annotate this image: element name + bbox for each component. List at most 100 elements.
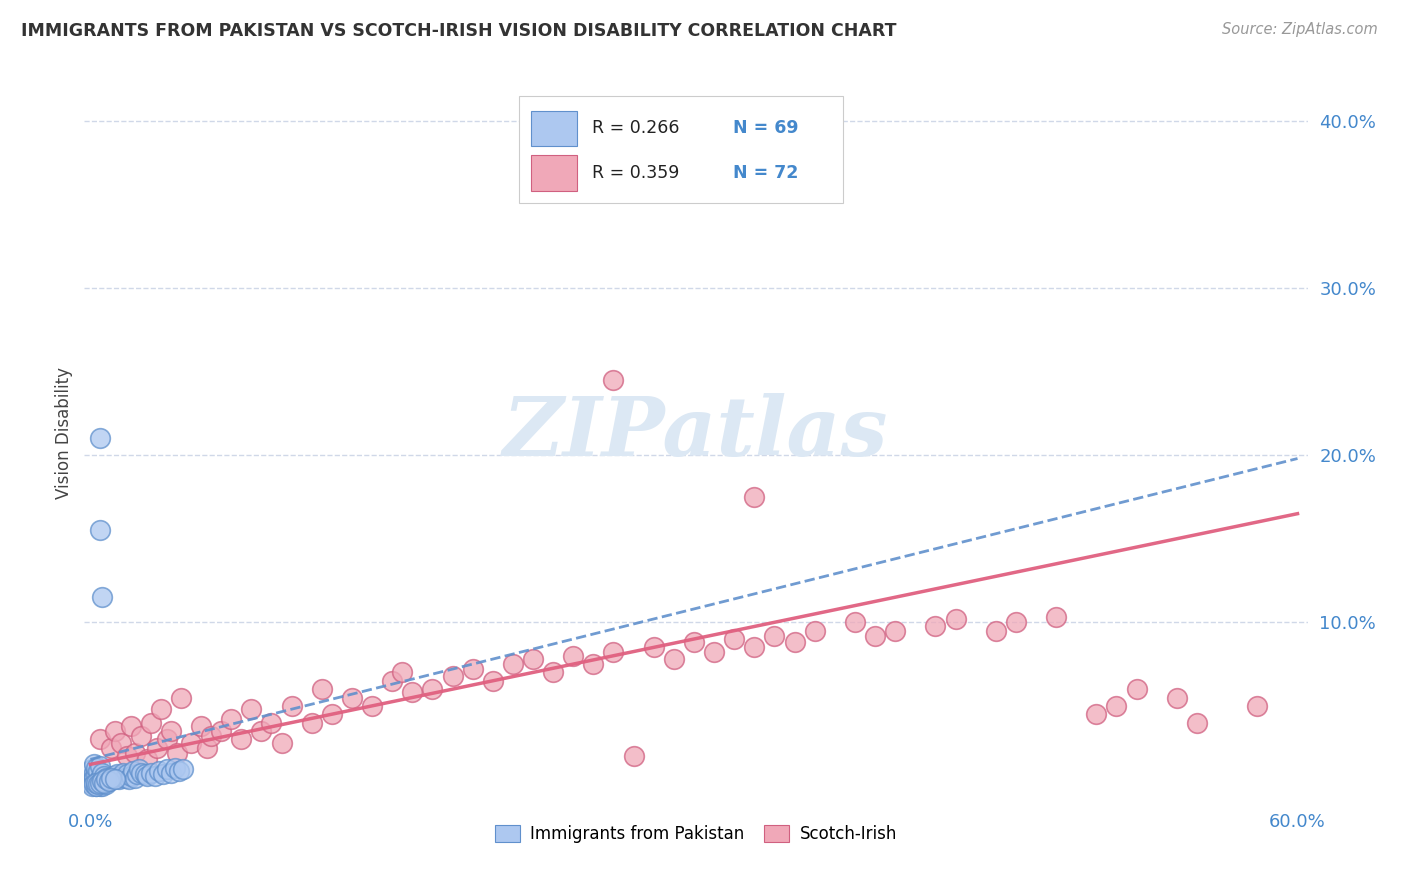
Text: N = 72: N = 72 bbox=[733, 164, 799, 182]
Point bbox=[103, 771, 125, 785]
Point bbox=[195, 740, 218, 755]
Point bbox=[1185, 715, 1208, 730]
Point bbox=[93, 776, 115, 790]
Point bbox=[156, 763, 179, 777]
Point bbox=[139, 715, 162, 730]
Text: R = 0.266: R = 0.266 bbox=[592, 120, 679, 137]
Point bbox=[125, 767, 148, 781]
Point bbox=[703, 645, 725, 659]
Point bbox=[103, 772, 125, 787]
Point bbox=[172, 763, 194, 777]
Point bbox=[83, 757, 105, 772]
Point bbox=[100, 740, 122, 755]
Point bbox=[110, 736, 132, 750]
Point bbox=[128, 763, 150, 777]
Point bbox=[301, 715, 323, 730]
Point bbox=[219, 712, 242, 726]
Point bbox=[170, 690, 193, 705]
Point bbox=[146, 740, 169, 755]
Point bbox=[723, 632, 745, 646]
Point bbox=[89, 776, 111, 790]
Point bbox=[105, 767, 128, 781]
Point bbox=[190, 719, 212, 733]
Point bbox=[89, 432, 111, 446]
Point bbox=[152, 767, 174, 781]
Point bbox=[321, 707, 343, 722]
Point bbox=[166, 746, 188, 760]
Point bbox=[502, 657, 524, 671]
Point bbox=[522, 652, 544, 666]
Point bbox=[662, 652, 685, 666]
Point bbox=[117, 772, 139, 787]
Point bbox=[160, 723, 183, 738]
Point bbox=[111, 765, 134, 780]
Point bbox=[1125, 682, 1147, 697]
Y-axis label: Vision Disability: Vision Disability bbox=[55, 367, 73, 499]
Point bbox=[82, 769, 104, 783]
Point bbox=[82, 779, 104, 793]
Point bbox=[86, 767, 108, 781]
Point bbox=[129, 729, 152, 743]
Point bbox=[763, 629, 786, 643]
Point bbox=[91, 774, 114, 789]
Point bbox=[884, 624, 907, 638]
Text: IMMIGRANTS FROM PAKISTAN VS SCOTCH-IRISH VISION DISABILITY CORRELATION CHART: IMMIGRANTS FROM PAKISTAN VS SCOTCH-IRISH… bbox=[21, 22, 897, 40]
Point bbox=[742, 640, 765, 655]
Bar bbox=[531, 111, 578, 146]
Point bbox=[1045, 610, 1067, 624]
Point bbox=[250, 723, 273, 738]
Point bbox=[89, 524, 111, 538]
Point bbox=[91, 591, 114, 605]
Point bbox=[82, 763, 104, 777]
Point bbox=[87, 777, 110, 791]
Text: Source: ZipAtlas.com: Source: ZipAtlas.com bbox=[1222, 22, 1378, 37]
Point bbox=[135, 752, 157, 766]
Point bbox=[240, 702, 263, 716]
Point bbox=[110, 769, 132, 783]
Point bbox=[97, 774, 120, 789]
Point bbox=[87, 774, 110, 789]
Point bbox=[481, 673, 503, 688]
Point bbox=[89, 771, 111, 785]
Point bbox=[1246, 698, 1268, 713]
Point bbox=[391, 665, 413, 680]
Point bbox=[156, 732, 179, 747]
Point bbox=[114, 771, 136, 785]
Point bbox=[89, 759, 111, 773]
Point bbox=[1085, 707, 1108, 722]
Point bbox=[86, 779, 108, 793]
Point bbox=[340, 690, 363, 705]
Point bbox=[742, 490, 765, 504]
Point bbox=[401, 685, 423, 699]
Point bbox=[115, 749, 138, 764]
Point bbox=[163, 761, 186, 775]
Point bbox=[120, 769, 142, 783]
Point bbox=[83, 771, 105, 785]
Point bbox=[602, 645, 624, 659]
Point bbox=[91, 779, 114, 793]
Point bbox=[103, 723, 125, 738]
FancyBboxPatch shape bbox=[519, 95, 842, 203]
Point bbox=[100, 772, 122, 787]
Text: ZIPatlas: ZIPatlas bbox=[503, 392, 889, 473]
Point bbox=[924, 618, 946, 632]
Point bbox=[280, 698, 302, 713]
Point bbox=[91, 772, 114, 787]
Point bbox=[82, 777, 104, 791]
Point bbox=[441, 669, 464, 683]
Point bbox=[96, 771, 118, 785]
Point bbox=[683, 635, 706, 649]
Point bbox=[86, 776, 108, 790]
Point bbox=[83, 765, 105, 780]
Point bbox=[461, 662, 484, 676]
Text: N = 69: N = 69 bbox=[733, 120, 799, 137]
Point bbox=[803, 624, 825, 638]
Point bbox=[1166, 690, 1188, 705]
Point bbox=[120, 719, 142, 733]
Point bbox=[101, 769, 124, 783]
Point bbox=[582, 657, 605, 671]
Point bbox=[86, 779, 108, 793]
Point bbox=[89, 779, 111, 793]
Point bbox=[562, 648, 585, 663]
Point bbox=[139, 765, 162, 780]
